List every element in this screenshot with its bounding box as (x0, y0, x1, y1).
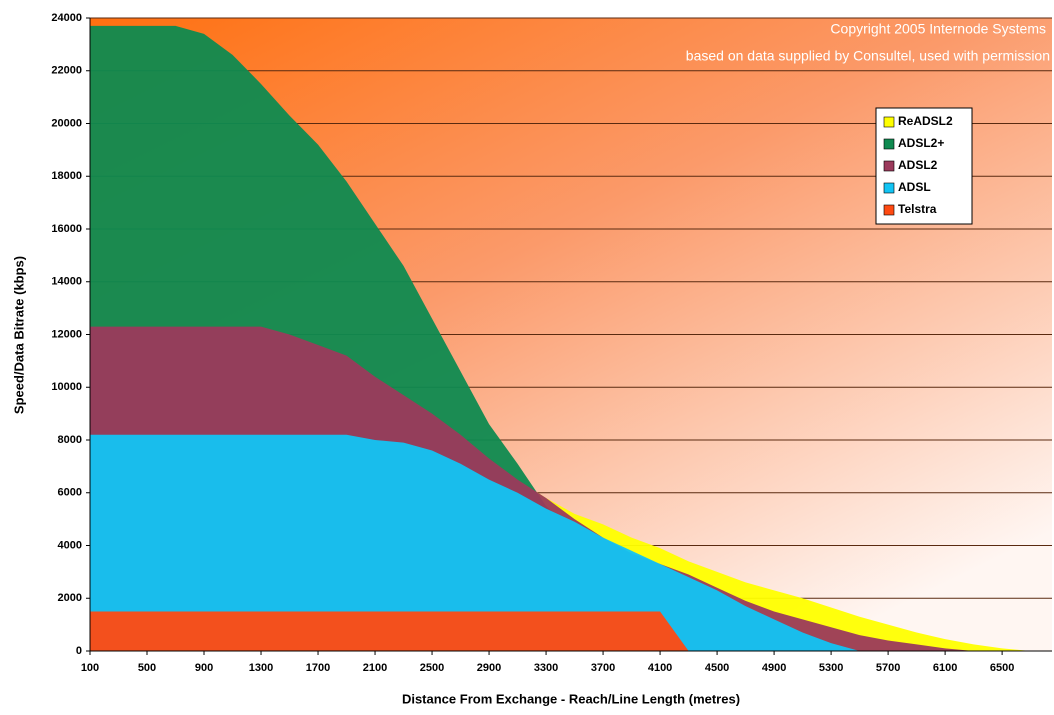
x-tick-label: 4500 (705, 662, 729, 674)
annotation: Copyright 2005 Internode Systems (830, 21, 1046, 37)
legend-label: ADSL2+ (898, 136, 944, 150)
x-tick-label: 900 (195, 662, 213, 674)
x-tick-label: 2100 (363, 662, 387, 674)
y-tick-label: 20000 (51, 117, 82, 129)
x-tick-label: 6500 (990, 662, 1014, 674)
legend-label: ReADSL2 (898, 114, 953, 128)
x-tick-label: 4100 (648, 662, 672, 674)
x-tick-label: 3700 (591, 662, 615, 674)
legend-swatch (883, 138, 895, 150)
y-tick-label: 4000 (58, 539, 82, 551)
x-tick-label: 6100 (933, 662, 957, 674)
legend-swatch (883, 116, 895, 128)
y-axis-title: Speed/Data Bitrate (kbps) (11, 256, 26, 414)
legend-label: ADSL (898, 180, 931, 194)
annotation: based on data supplied by Consultel, use… (686, 48, 1050, 64)
x-tick-label: 5300 (819, 662, 843, 674)
x-tick-label: 100 (81, 662, 99, 674)
legend-swatch (883, 204, 895, 216)
x-tick-label: 2500 (420, 662, 444, 674)
y-tick-label: 8000 (58, 434, 82, 446)
y-tick-label: 22000 (51, 65, 82, 77)
y-tick-label: 6000 (58, 487, 82, 499)
y-tick-label: 24000 (51, 12, 82, 24)
y-tick-label: 14000 (51, 276, 82, 288)
x-tick-label: 3300 (534, 662, 558, 674)
x-tick-label: 4900 (762, 662, 786, 674)
x-tick-label: 5700 (876, 662, 900, 674)
y-tick-label: 18000 (51, 170, 82, 182)
y-tick-label: 16000 (51, 223, 82, 235)
x-tick-label: 2900 (477, 662, 501, 674)
y-tick-label: 12000 (51, 328, 82, 340)
x-tick-label: 500 (138, 662, 156, 674)
x-tick-label: 1300 (249, 662, 273, 674)
legend-label: Telstra (898, 202, 937, 216)
area (90, 434, 1031, 651)
x-tick-label: 1700 (306, 662, 330, 674)
area (90, 611, 1031, 651)
legend-swatch (883, 182, 895, 194)
y-tick-label: 2000 (58, 592, 82, 604)
legend-label: ADSL2 (898, 158, 938, 172)
legend-swatch (883, 160, 895, 172)
x-axis-title: Distance From Exchange - Reach/Line Leng… (402, 691, 740, 706)
y-tick-label: 10000 (51, 381, 82, 393)
y-tick-label: 0 (76, 645, 82, 657)
